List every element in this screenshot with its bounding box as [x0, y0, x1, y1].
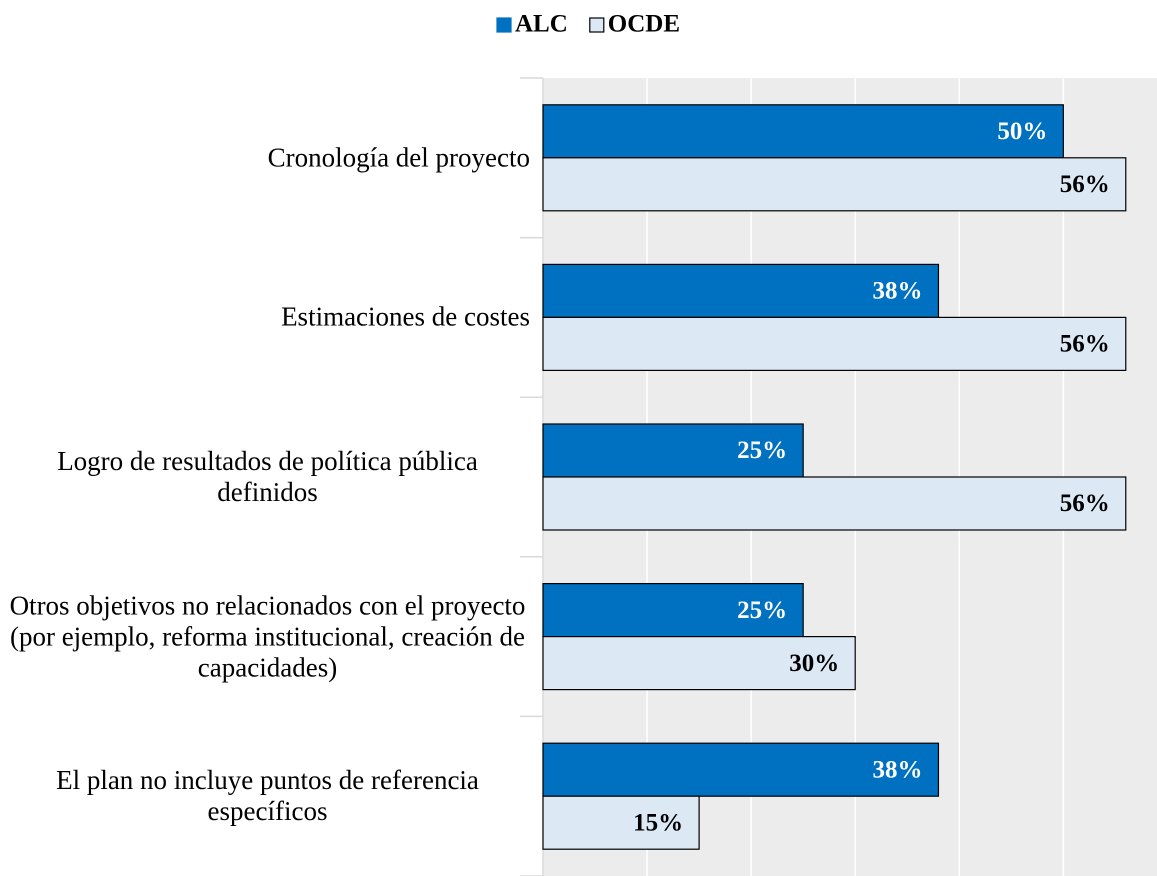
- data-label: 56%: [1060, 490, 1110, 517]
- category-label-box: El plan no incluye puntos de referencia …: [0, 765, 530, 827]
- data-label: 25%: [737, 437, 787, 464]
- category-label-box: Otros objetivos no relacionados con el p…: [0, 590, 530, 683]
- bar: [542, 795, 700, 850]
- legend-swatch: [496, 17, 512, 33]
- category-label: Logro de resultados de política pública …: [57, 446, 478, 507]
- bar: [542, 742, 940, 797]
- data-label: 25%: [737, 597, 787, 624]
- data-label: 50%: [997, 118, 1047, 145]
- bar: [542, 635, 856, 691]
- category-label-box: Cronología del proyecto: [0, 142, 530, 173]
- data-label: 38%: [872, 278, 922, 305]
- category-label: El plan no incluye puntos de referencia …: [56, 765, 479, 827]
- category-label-box: Estimaciones de costes: [0, 302, 530, 333]
- data-label: 56%: [1060, 331, 1110, 358]
- bar: [542, 476, 1127, 531]
- category-label-box: Logro de resultados de política pública …: [0, 446, 530, 508]
- category-label: Estimaciones de costes: [281, 301, 530, 332]
- bar: [542, 263, 940, 318]
- category-label: Cronología del proyecto: [267, 142, 530, 173]
- bar: [542, 316, 1127, 371]
- legend-swatch: [589, 17, 605, 33]
- legend-label: OCDE: [608, 11, 680, 38]
- bar: [542, 423, 804, 478]
- data-label: 30%: [789, 650, 839, 677]
- data-label: 38%: [872, 756, 922, 783]
- legend: ALC OCDE: [496, 11, 680, 38]
- data-label: 56%: [1060, 171, 1110, 198]
- category-label: Otros objetivos no relacionados con el p…: [9, 590, 526, 683]
- bar: [542, 582, 804, 638]
- legend-label: ALC: [515, 11, 568, 38]
- bar: [542, 104, 1064, 159]
- bar: [542, 157, 1127, 212]
- data-label: 15%: [633, 809, 683, 836]
